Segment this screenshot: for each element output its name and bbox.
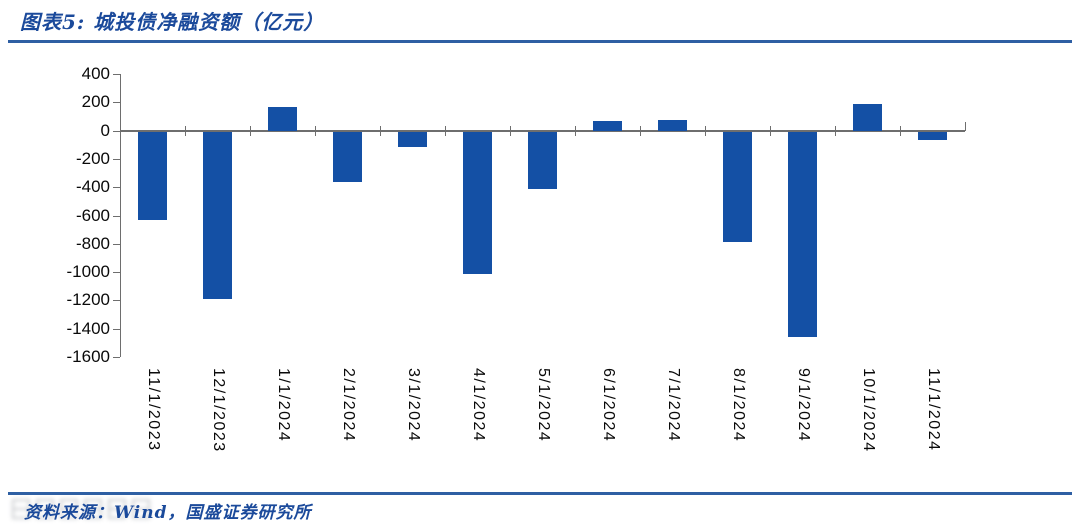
x-axis-label: 4/1/2024 (469, 368, 487, 443)
watermark (12, 496, 150, 522)
x-axis-tick (185, 125, 186, 136)
y-axis-tick-label: -200 (75, 148, 110, 168)
x-axis-line (120, 129, 965, 132)
x-axis-label: 3/1/2024 (404, 368, 422, 443)
y-axis-tick (113, 300, 120, 302)
bar-5/1/2024 (528, 131, 557, 189)
y-axis-tick-label: -800 (75, 233, 110, 253)
x-axis-tick (510, 125, 511, 136)
y-axis-tick (113, 328, 120, 330)
y-axis-tick-label: -1000 (66, 262, 110, 282)
y-axis-tick-label: -1200 (66, 290, 110, 310)
x-axis-tick (445, 125, 446, 136)
watermark-glyph (12, 499, 30, 519)
x-axis-tick (250, 125, 251, 136)
y-axis-tick (113, 272, 120, 274)
bar-1/1/2024 (268, 106, 297, 131)
bar-8/1/2024 (723, 131, 752, 242)
bar-4/1/2024 (463, 131, 492, 274)
y-axis-tick-label: 0 (100, 120, 110, 140)
bar-11/1/2023 (138, 131, 167, 220)
y-axis-tick-label: -400 (75, 177, 110, 197)
x-axis-tick (770, 125, 771, 136)
y-axis-tick-label: 400 (81, 64, 110, 83)
x-axis-label: 10/1/2024 (859, 368, 877, 453)
bar-9/1/2024 (788, 131, 817, 338)
x-axis-label: 8/1/2024 (729, 368, 747, 443)
title-divider-rule (8, 40, 1072, 43)
bar-10/1/2024 (853, 103, 882, 131)
y-axis-line (120, 74, 121, 357)
y-axis-tick-label: -1600 (66, 347, 110, 366)
x-axis-label: 11/1/2024 (924, 368, 942, 452)
watermark-glyph (108, 499, 126, 519)
y-axis-tick (113, 158, 120, 160)
bar-12/1/2023 (203, 131, 232, 299)
x-axis-label: 2/1/2024 (339, 368, 357, 443)
chart-title: 图表5: 城投债净融资额（亿元） (20, 10, 325, 34)
bar-6/1/2024 (593, 120, 622, 131)
y-axis-tick (113, 102, 120, 104)
y-axis-tick (113, 357, 120, 358)
bar-11/1/2024 (918, 131, 947, 141)
x-axis-tick (640, 125, 641, 136)
x-axis-tick (705, 125, 706, 136)
bar-3/1/2024 (398, 131, 427, 147)
source-note: 资料来源：Wind，国盛证券研究所 (24, 503, 312, 523)
y-axis-tick (113, 130, 120, 132)
watermark-glyph (60, 499, 78, 519)
x-axis-label: 12/1/2023 (209, 368, 227, 453)
watermark-glyph (84, 499, 102, 519)
bar-2/1/2024 (333, 131, 362, 182)
x-axis-label: 7/1/2024 (664, 368, 682, 443)
y-axis-tick-label: 200 (81, 92, 110, 112)
y-axis-tick (113, 187, 120, 189)
x-axis-label: 6/1/2024 (599, 368, 617, 443)
bar-7/1/2024 (658, 119, 687, 131)
x-axis-tick (575, 125, 576, 136)
y-axis-tick-label: -1400 (66, 318, 110, 338)
y-axis-tick (113, 74, 120, 75)
x-axis-label: 9/1/2024 (794, 368, 812, 443)
bar-chart: 400 200 0 -200 -400 -600 -800 -1000 -1200 -1400 -1… (0, 50, 1080, 490)
y-axis-tick (113, 215, 120, 217)
y-axis-tick (113, 243, 120, 245)
x-axis-label: 11/1/2023 (144, 368, 162, 452)
footer-divider-rule (8, 492, 1072, 495)
watermark-glyph (132, 499, 150, 519)
x-axis-label: 5/1/2024 (534, 368, 552, 443)
x-axis-label: 1/1/2024 (274, 368, 292, 443)
y-axis-tick-label: -600 (75, 205, 110, 225)
x-axis-end-tick (965, 121, 966, 131)
x-axis-tick (900, 125, 901, 136)
x-axis-tick (315, 125, 316, 136)
x-axis-tick (380, 125, 381, 136)
watermark-glyph (36, 499, 54, 519)
x-axis-tick (835, 125, 836, 136)
